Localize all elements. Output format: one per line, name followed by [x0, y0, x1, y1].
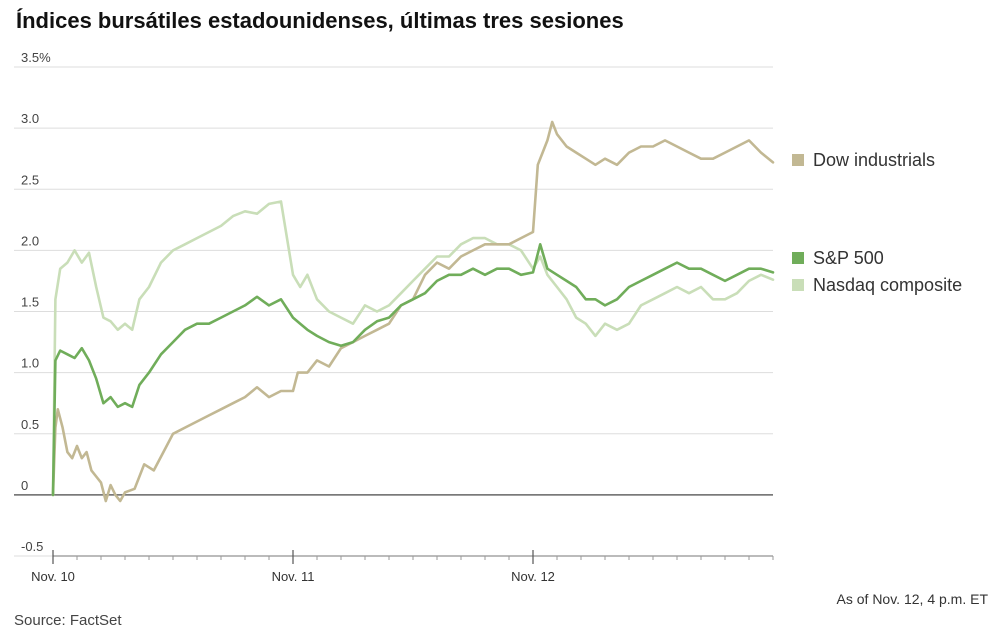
timestamp-note: As of Nov. 12, 4 p.m. ET: [836, 591, 988, 607]
series-lines: [51, 120, 775, 503]
x-tick-label: Nov. 12: [511, 569, 555, 584]
legend-label: Nasdaq composite: [813, 275, 962, 295]
legend-label: S&P 500: [813, 248, 884, 268]
y-tick-label: 3.0: [21, 111, 39, 126]
y-tick-label: 0: [21, 478, 28, 493]
y-tick-label: 2.5: [21, 172, 39, 187]
y-tick-label: 0.5: [21, 417, 39, 432]
y-axis: -0.5 0 0.5 1.0 1.5 2.0 2.5 3.0 3.5%: [21, 50, 51, 554]
y-tick-label: 3.5%: [21, 50, 51, 65]
series-line-dow-industrials: [51, 120, 775, 503]
chart-title: Índices bursátiles estadounidenses, últi…: [16, 8, 624, 33]
x-tick-label: Nov. 10: [31, 569, 75, 584]
source-note: Source: FactSet: [14, 612, 122, 629]
y-tick-label: 1.5: [21, 295, 39, 310]
legend-swatch: [792, 252, 804, 264]
legend: Dow industrials S&P 500 Nasdaq composite: [792, 150, 962, 295]
legend-swatch: [792, 279, 804, 291]
x-axis: Nov. 10 Nov. 11 Nov. 12: [31, 550, 774, 584]
series-line-nasdaq-composite: [51, 200, 775, 497]
y-tick-label: 2.0: [21, 233, 39, 248]
y-tick-label: 1.0: [21, 356, 39, 371]
series-line-s-p-500: [51, 243, 775, 497]
gridlines: [14, 66, 773, 557]
x-tick-label: Nov. 11: [272, 569, 315, 584]
y-tick-label: -0.5: [21, 539, 43, 554]
legend-swatch: [792, 154, 804, 166]
legend-label: Dow industrials: [813, 150, 935, 170]
